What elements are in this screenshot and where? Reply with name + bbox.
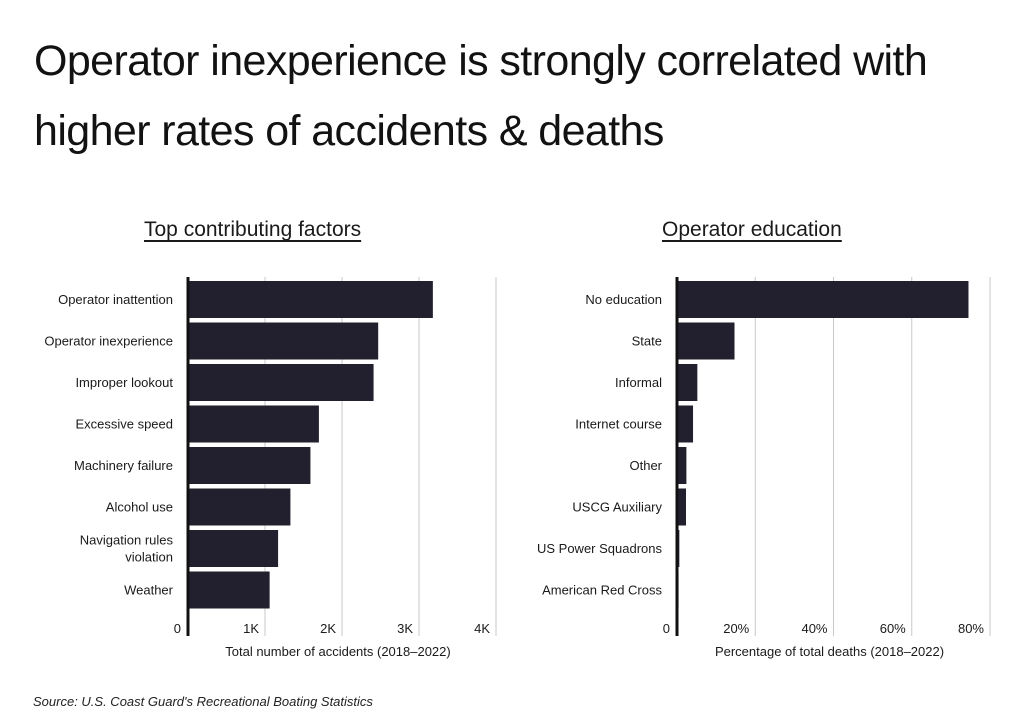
left-chart-title: Top contributing factors (144, 218, 362, 241)
right-chart-title: Operator education (662, 218, 842, 241)
education-category-label-0: No education (585, 292, 662, 307)
factor-category-label-2: Improper lookout (75, 375, 173, 390)
education-category-label-6: US Power Squadrons (537, 541, 663, 556)
factor-category-label-0: Operator inattention (58, 292, 173, 307)
factor-bar-4 (188, 447, 311, 484)
factor-bar-2 (188, 364, 374, 401)
factor-tick-label-4: 4K (474, 621, 490, 636)
education-category-label-4: Other (629, 458, 662, 473)
education-x-axis-title: Percentage of total deaths (2018–2022) (715, 644, 944, 659)
source-note: Source: U.S. Coast Guard's Recreational … (33, 694, 373, 709)
factor-tick-label-3: 3K (397, 621, 413, 636)
education-category-label-5: USCG Auxiliary (572, 500, 662, 515)
contributing-factors-chart: Operator inattention Operator inexperienc… (44, 277, 497, 659)
factor-category-label-6: Navigation rules violation (80, 533, 174, 565)
education-bar-5 (677, 488, 686, 526)
education-tick-label-0: 0 (663, 621, 670, 636)
education-tick-label-3: 60% (880, 621, 906, 636)
page-title: Operator inexperience is strongly correl… (34, 26, 1004, 166)
factor-bar-1 (188, 322, 379, 360)
education-tick-label-1: 20% (723, 621, 749, 636)
factor-bar-6 (188, 530, 279, 567)
education-category-label-3: Internet course (575, 417, 662, 432)
factor-bar-3 (188, 405, 319, 443)
factor-bar-7 (188, 571, 270, 609)
title-line-1: Operator inexperience is strongly correl… (34, 37, 928, 85)
education-tick-label-4: 80% (958, 621, 984, 636)
education-tick-label-2: 40% (801, 621, 827, 636)
factor-x-axis-title: Total number of accidents (2018–2022) (225, 644, 450, 659)
education-bar-1 (677, 322, 735, 360)
factor-tick-label-1: 1K (243, 621, 259, 636)
factor-category-label-3: Excessive speed (75, 417, 173, 432)
education-bar-3 (677, 405, 694, 443)
factor-category-label-1: Operator inexperience (44, 334, 173, 349)
factor-category-label-4: Machinery failure (74, 458, 173, 473)
education-category-label-1: State (632, 334, 662, 349)
factor-bar-0 (188, 281, 433, 318)
factor-tick-label-0: 0 (174, 621, 181, 636)
title-line-2: higher rates of accidents & deaths (34, 107, 664, 155)
factor-category-label-7: Weather (124, 583, 174, 598)
factor-bar-5 (188, 488, 291, 526)
operator-education-chart: No education State Informal Internet course… (537, 277, 991, 659)
education-bar-0 (677, 281, 969, 318)
education-category-label-7: American Red Cross (542, 583, 662, 598)
factor-tick-label-2: 2K (320, 621, 336, 636)
education-bar-2 (677, 364, 698, 401)
education-bar-4 (677, 447, 687, 484)
factor-category-label-5: Alcohol use (106, 500, 173, 515)
education-category-label-2: Informal (615, 375, 662, 390)
